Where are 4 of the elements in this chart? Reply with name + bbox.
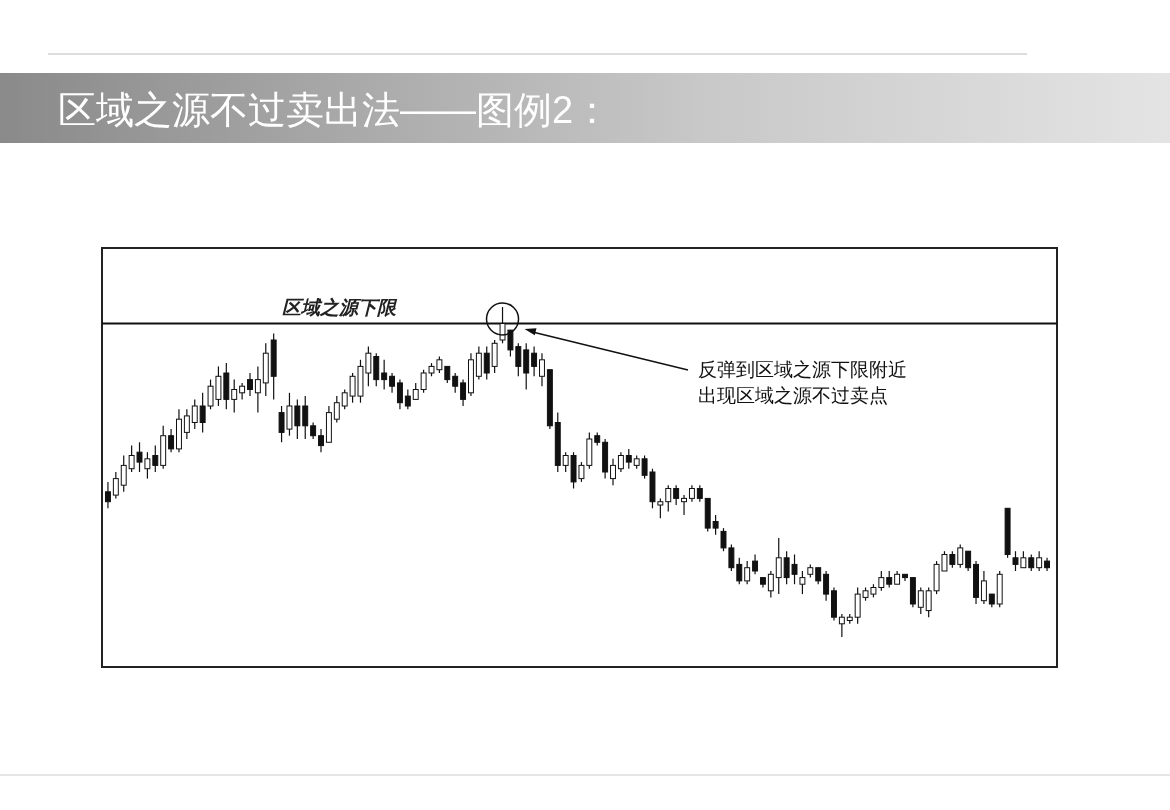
- annotation: 反弹到区域之源下限附近: [698, 359, 907, 380]
- ref-line-label: 区域之源下限: [282, 296, 398, 318]
- annotation: 出现区域之源不过卖点: [698, 385, 888, 406]
- chart-title: 区域之源不过卖出法——图例2：: [58, 89, 612, 131]
